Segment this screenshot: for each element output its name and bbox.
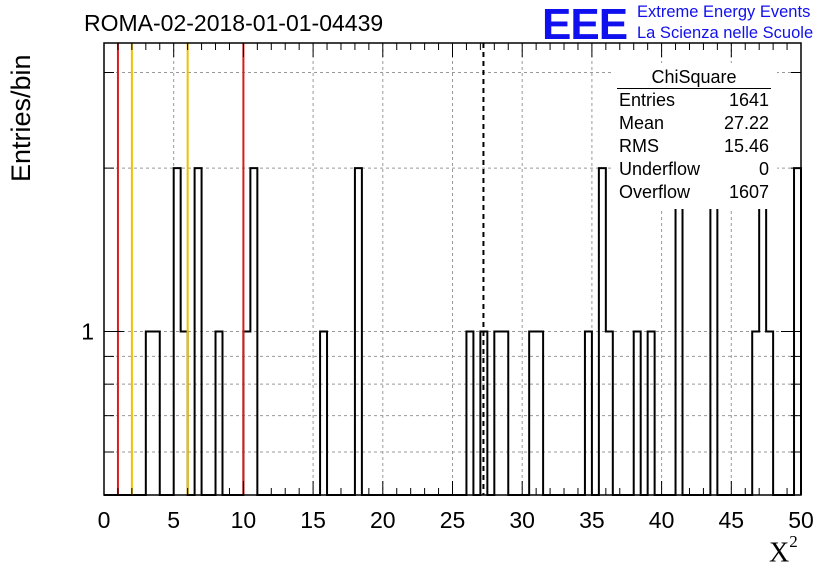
- x-tick-label: 50: [788, 507, 814, 533]
- x-tick-label: 30: [509, 507, 535, 533]
- stats-key: Mean: [619, 113, 665, 133]
- x-tick-label: 40: [649, 507, 675, 533]
- stats-value: 1607: [728, 182, 769, 202]
- stats-value: 27.22: [723, 113, 769, 133]
- stats-value: 15.46: [723, 136, 769, 156]
- eee-logo: EEE: [542, 0, 628, 49]
- stats-row-entries: Entries 1641: [611, 89, 777, 112]
- x-axis-label-base: X: [769, 537, 790, 569]
- x-tick-label: 45: [719, 507, 745, 533]
- stats-row-underflow: Underflow 0: [611, 158, 777, 181]
- stats-value: 0: [758, 159, 769, 179]
- x-tick-label: 25: [440, 507, 466, 533]
- x-tick-label: 5: [167, 507, 180, 533]
- stats-row-overflow: Overflow 1607: [611, 181, 777, 204]
- stats-row-mean: Mean 27.22: [611, 112, 777, 135]
- stats-key: RMS: [619, 136, 659, 156]
- x-tick-label: 0: [98, 507, 111, 533]
- stats-row-rms: RMS 15.46: [611, 135, 777, 158]
- stats-key: Entries: [619, 90, 676, 110]
- y-axis-label: Entries/bin: [6, 54, 36, 182]
- stats-key: Overflow: [619, 182, 691, 202]
- stats-value: 1641: [728, 90, 769, 110]
- x-tick-label: 20: [370, 507, 396, 533]
- x-axis-label-superscript: 2: [789, 532, 798, 551]
- x-tick-label: 35: [579, 507, 605, 533]
- x-axis-label: X2: [769, 532, 798, 569]
- stats-key: Underflow: [619, 159, 701, 179]
- y-tick-label: 1: [81, 319, 94, 345]
- logo-caption: Extreme Energy Events La Scienza nelle S…: [637, 2, 813, 44]
- x-tick-label: 15: [300, 507, 326, 533]
- x-tick-label: 10: [231, 507, 257, 533]
- stats-title: ChiSquare: [617, 63, 771, 89]
- logo-line-2: La Scienza nelle Scuole: [637, 24, 814, 42]
- chart-title: ROMA-02-2018-01-01-04439: [84, 10, 384, 36]
- logo-line-1: Extreme Energy Events: [637, 3, 811, 21]
- stats-box: ChiSquare Entries 1641 Mean 27.22 RMS 15…: [611, 63, 777, 209]
